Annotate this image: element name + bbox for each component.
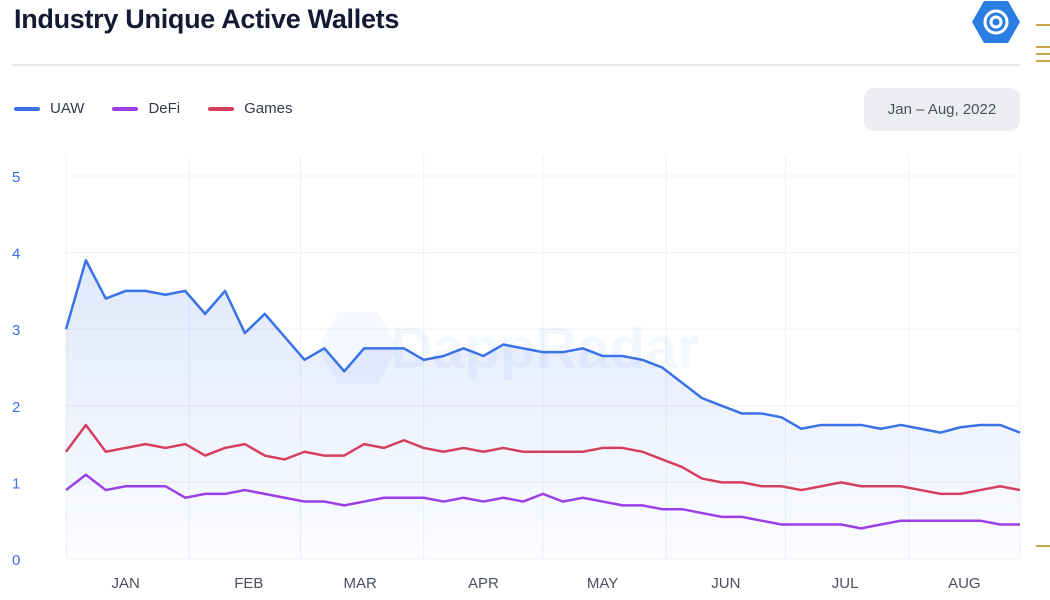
legend-item-games[interactable]: Games	[208, 100, 292, 117]
y-tick-label: 5	[12, 169, 20, 186]
y-tick-label: 0	[12, 552, 20, 569]
y-tick-label: 4	[12, 246, 20, 263]
dappradar-logo-icon	[972, 1, 1020, 43]
date-range-button[interactable]: Jan – Aug, 2022	[864, 88, 1020, 131]
x-tick-label: JUL	[832, 575, 859, 592]
legend-swatch	[208, 106, 235, 111]
legend-swatch	[14, 106, 40, 111]
legend-item-defi[interactable]: DeFi	[112, 100, 180, 117]
decoration-line	[1036, 60, 1050, 62]
decoration-line	[1036, 46, 1050, 48]
decoration-line	[1036, 53, 1050, 55]
decoration-line	[1036, 24, 1050, 26]
legend-swatch	[112, 106, 139, 111]
y-tick-label: 2	[12, 399, 20, 416]
y-tick-label: 1	[12, 475, 20, 492]
x-tick-label: APR	[468, 575, 499, 592]
legend-item-uaw[interactable]: UAW	[14, 100, 84, 117]
decoration-line	[1036, 545, 1050, 547]
x-tick-label: MAY	[587, 575, 618, 592]
legend-label: DeFi	[148, 100, 181, 117]
header-divider	[12, 64, 1020, 66]
page-title: Industry Unique Active Wallets	[14, 4, 400, 34]
series-area-uaw	[66, 260, 1020, 559]
y-tick-label: 3	[12, 322, 20, 339]
x-tick-label: JAN	[111, 575, 139, 592]
x-tick-label: FEB	[234, 575, 263, 592]
x-tick-label: MAR	[343, 575, 377, 592]
x-tick-label: JUN	[711, 575, 740, 592]
legend-label: Games	[244, 100, 293, 117]
x-tick-label: AUG	[948, 575, 981, 592]
legend: UAW DeFi Games	[14, 100, 292, 117]
legend-label: UAW	[50, 100, 85, 117]
